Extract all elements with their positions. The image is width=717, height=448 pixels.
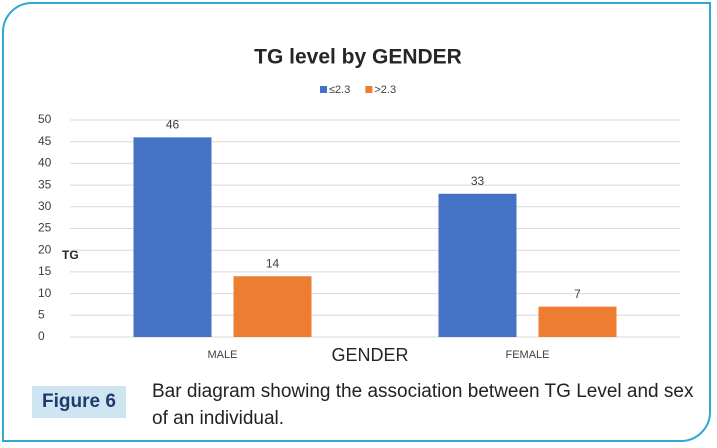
x-tick-label: MALE [208,349,238,361]
bar [133,137,212,337]
x-tick-label: FEMALE [505,349,549,361]
data-label: 14 [266,256,280,270]
legend-swatch [320,86,327,93]
y-tick-label: 35 [38,177,52,191]
chart-title: TG level by GENDER [254,46,462,69]
y-tick-label: 40 [38,156,52,170]
y-tick-label: 5 [38,307,45,321]
data-label: 7 [574,287,581,301]
bar [233,276,312,337]
figure-frame [2,2,711,442]
figure-label: Figure 6 [32,386,126,418]
caption-text: Bar diagram showing the association betw… [152,381,694,429]
data-label: 33 [471,174,485,188]
legend-label: ≤2.3 [329,84,350,96]
data-label: 46 [166,118,180,132]
y-tick-label: 15 [38,264,52,278]
y-tick-label: 20 [38,242,52,256]
bar [438,193,517,337]
y-axis-title: TG [62,248,79,262]
bar [538,306,617,337]
y-tick-label: 0 [38,329,45,343]
y-tick-label: 45 [38,134,52,148]
x-axis-title: GENDER [331,345,408,365]
y-tick-label: 30 [38,199,52,213]
legend-swatch [365,86,373,93]
y-tick-label: 25 [38,221,52,235]
y-tick-label: 50 [38,112,52,126]
legend-label: >2.3 [374,84,396,96]
y-tick-label: 10 [38,286,52,300]
